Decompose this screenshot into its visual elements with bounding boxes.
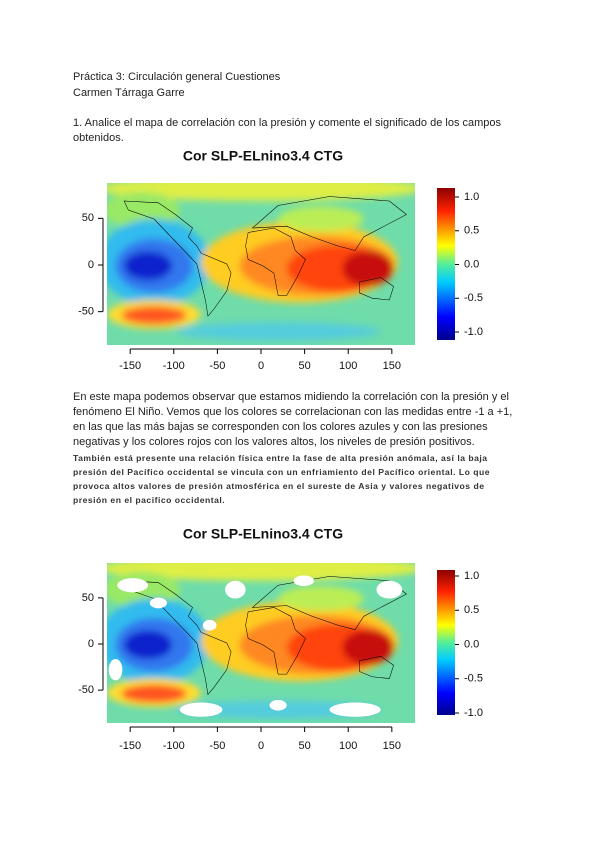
y-tick-label: -50: [78, 684, 94, 696]
colorbar-label: 0.5: [464, 604, 479, 616]
x-tick-label: 150: [383, 740, 401, 752]
colorbar: [437, 570, 455, 715]
x-tick-label: -150: [119, 360, 141, 372]
x-tick-label: 0: [258, 360, 264, 372]
note-line: presión en el pacifico occidental.: [73, 495, 226, 505]
x-tick-label: 50: [298, 360, 310, 372]
paragraph-line: fenómeno El Niño. Vemos que los colores …: [73, 406, 513, 418]
header-line: Práctica 3: Circulación general Cuestion…: [73, 71, 281, 83]
x-tick-label: 150: [383, 360, 401, 372]
colorbar-label: 1.0: [464, 191, 479, 203]
note-line: También está presente una relación físic…: [73, 453, 488, 463]
y-tick-label: 50: [82, 212, 94, 224]
x-tick-label: -100: [163, 360, 185, 372]
colorbar-label: -0.5: [464, 673, 483, 685]
note-line: presión del Pacífico occidental se vincu…: [73, 467, 491, 477]
colorbar-label: 0.0: [464, 258, 479, 270]
note-line: provoca altos valores de presión atmosfé…: [73, 481, 485, 491]
colorbar: [437, 188, 455, 340]
paragraph-line: En este mapa podemos observar que estamo…: [73, 391, 509, 403]
paragraph-line: negativas y los colores rojos con los va…: [73, 436, 475, 448]
question-line: obtenidos.: [73, 132, 124, 144]
colorbar-label: 1.0: [464, 570, 479, 582]
figure-title: Cor SLP-ELnino3.4 CTG: [183, 526, 343, 542]
x-tick-label: 100: [339, 740, 357, 752]
x-tick-label: -100: [163, 740, 185, 752]
colorbar-label: -1.0: [464, 326, 483, 338]
y-tick-label: 50: [82, 592, 94, 604]
map: [98, 556, 423, 723]
map: [98, 176, 423, 345]
y-tick-label: -50: [78, 306, 94, 318]
x-tick-label: -50: [209, 740, 225, 752]
paragraph-line: en las que las más bajas se corresponden…: [73, 421, 488, 433]
colorbar-label: 0.0: [464, 638, 479, 650]
header-line: Carmen Tárraga Garre: [73, 87, 185, 99]
x-tick-label: -50: [209, 360, 225, 372]
figure-title: Cor SLP-ELnino3.4 CTG: [183, 148, 343, 164]
colorbar-label: -0.5: [464, 292, 483, 304]
x-tick-label: 0: [258, 740, 264, 752]
x-tick-label: -150: [119, 740, 141, 752]
colorbar-label: 0.5: [464, 225, 479, 237]
colorbar-label: -1.0: [464, 707, 483, 719]
x-tick-label: 50: [298, 740, 310, 752]
y-tick-label: 0: [88, 259, 94, 271]
y-tick-label: 0: [88, 638, 94, 650]
question-line: 1. Analice el mapa de correlación con la…: [73, 117, 502, 129]
x-tick-label: 100: [339, 360, 357, 372]
